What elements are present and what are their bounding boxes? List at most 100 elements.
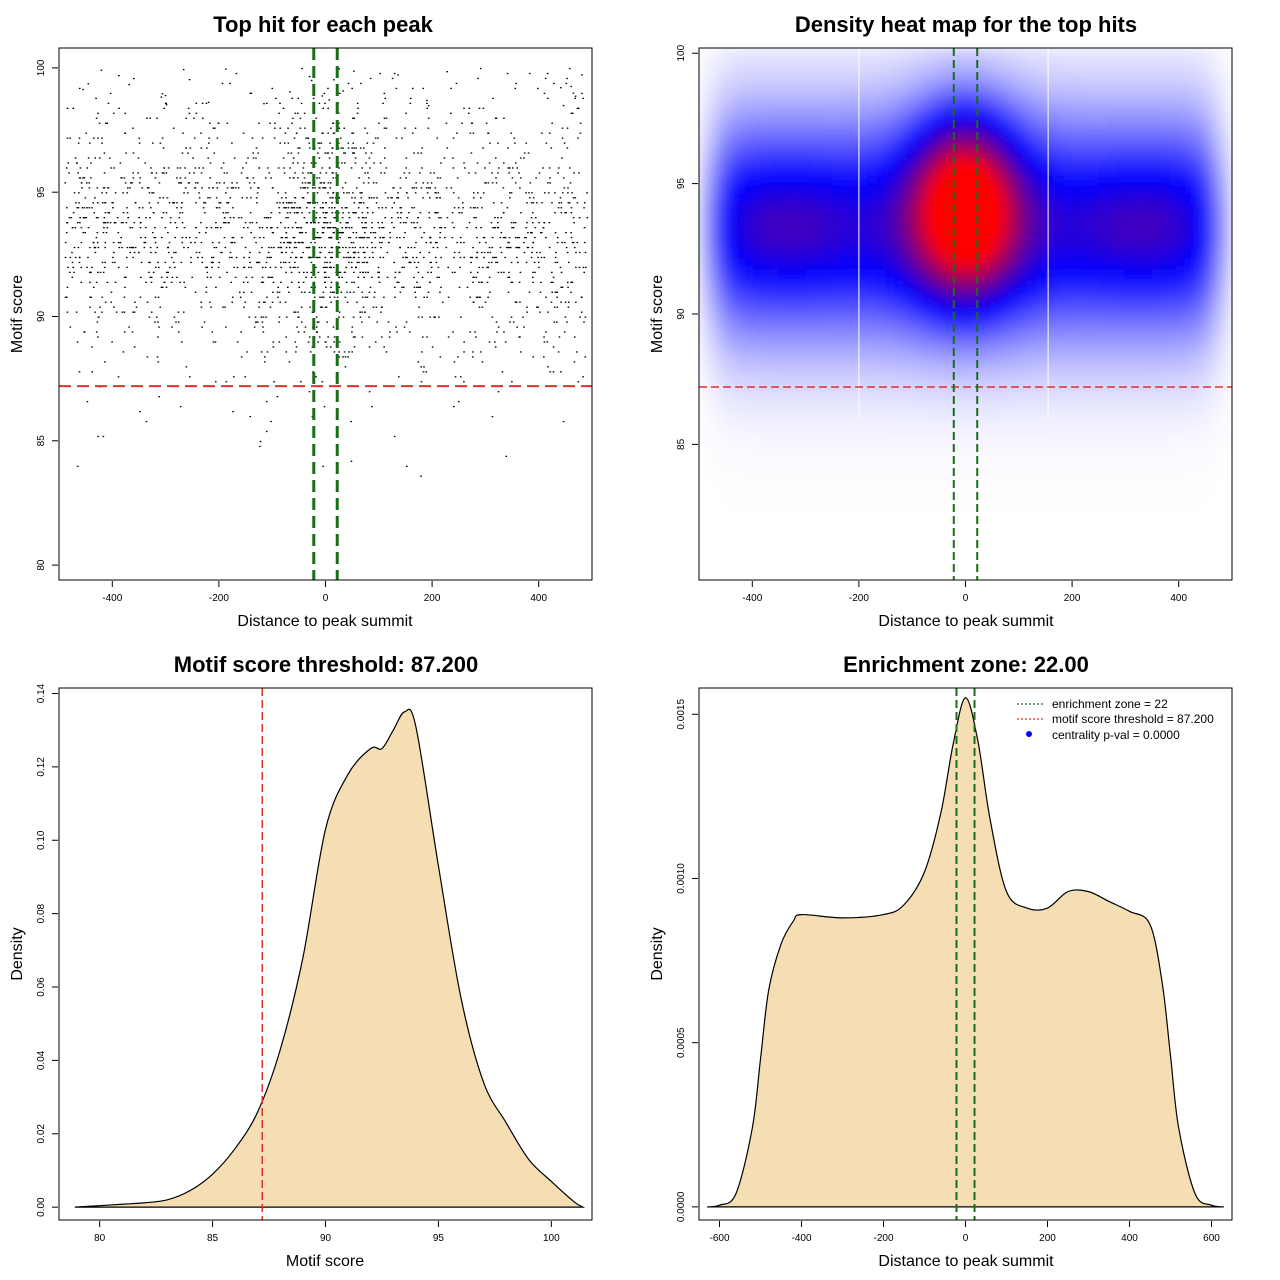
heatmap-cell: [1009, 546, 1020, 559]
scatter-point: [154, 251, 157, 254]
heatmap-cell: [1036, 413, 1046, 426]
heatmap-cell: [885, 424, 895, 437]
scatter-point: [283, 172, 286, 174]
scatter-point: [259, 236, 261, 239]
scatter-point: [310, 261, 313, 264]
heatmap-cell: [813, 302, 824, 315]
scatter-point: [532, 281, 534, 283]
scatter-point: [148, 192, 151, 194]
scatter-point: [572, 92, 575, 94]
heatmap-cell: [849, 191, 860, 204]
heatmap-cell: [1169, 380, 1180, 393]
heatmap-cell: [947, 114, 958, 127]
heatmap-cell: [725, 247, 736, 260]
scatter-point: [519, 271, 522, 274]
scatter-point: [235, 256, 238, 259]
heatmap-cell: [769, 568, 780, 580]
heatmap-cell: [1062, 247, 1073, 260]
scatter-point: [384, 217, 386, 219]
heatmap-cell: [893, 247, 904, 260]
scatter-point: [287, 202, 290, 204]
scatter-point: [151, 172, 153, 174]
scatter-point: [272, 281, 275, 283]
heatmap-cell: [982, 402, 993, 415]
heatmap-cell: [947, 48, 958, 60]
heatmap-cell: [867, 435, 878, 448]
heatmap-cell: [707, 102, 718, 115]
scatter-point: [108, 157, 111, 159]
heatmap-cell: [965, 247, 975, 260]
heatmap-cell: [734, 102, 744, 115]
scatter-point: [358, 261, 360, 264]
scatter-point: [577, 137, 579, 139]
heatmap-cell: [1160, 180, 1171, 193]
heatmap-cell: [1116, 479, 1126, 492]
heatmap-cell: [849, 58, 860, 71]
heatmap-cell: [965, 413, 975, 426]
scatter-point: [342, 316, 345, 318]
heatmap-cell: [876, 524, 887, 537]
scatter-point: [413, 226, 416, 229]
scatter-point: [354, 157, 357, 159]
scatter-point: [543, 356, 545, 358]
heatmap-cell: [893, 269, 904, 282]
heatmap-cell: [902, 513, 913, 526]
heatmap-cell: [1160, 335, 1171, 348]
scatter-point: [259, 440, 262, 443]
heatmap-cell: [982, 136, 993, 149]
scatter-point: [393, 226, 395, 229]
heatmap-cell: [1169, 524, 1180, 537]
scatter-point: [324, 246, 326, 249]
heatmap-cell: [1080, 524, 1091, 537]
heatmap-cell: [787, 391, 798, 404]
heatmap-cell: [965, 102, 975, 115]
heatmap-cell: [1027, 524, 1038, 537]
heatmap-cell: [1053, 424, 1064, 437]
scatter-point: [207, 197, 209, 199]
heatmap-cell: [725, 269, 736, 282]
heatmap-cell: [1151, 402, 1162, 415]
scatter-point: [337, 212, 340, 214]
scatter-point: [286, 241, 289, 244]
heatmap-cell: [725, 546, 736, 559]
heatmap-cell: [725, 258, 736, 271]
heatmap-cell: [760, 180, 771, 193]
scatter-point: [329, 226, 332, 229]
heatmap-cell: [965, 235, 975, 248]
heatmap-cell: [813, 158, 824, 171]
heatmap-cell: [867, 114, 878, 127]
scatter-point: [319, 251, 322, 254]
heatmap-cell: [849, 69, 860, 82]
heatmap-cell: [885, 48, 895, 60]
heatmap-cell: [1018, 501, 1029, 514]
heatmap-cell: [893, 291, 904, 304]
heatmap-cell: [1142, 202, 1153, 215]
heatmap-cell: [1000, 91, 1011, 104]
heatmap-cell: [1133, 313, 1144, 326]
heatmap-cell: [787, 114, 798, 127]
heatmap-cell: [1036, 446, 1046, 459]
heatmap-cell: [1036, 280, 1046, 293]
heatmap-cell: [991, 180, 1002, 193]
heatmap-cell: [1124, 568, 1135, 580]
heatmap-cell: [867, 202, 878, 215]
heatmap-cell: [1000, 535, 1011, 548]
heatmap-cell: [840, 235, 851, 248]
scatter-point: [164, 226, 167, 229]
heatmap-cell: [1053, 391, 1064, 404]
heatmap-cell: [707, 479, 718, 492]
scatter-point: [527, 246, 530, 249]
scatter-point: [552, 281, 554, 283]
scatter-point: [183, 192, 185, 194]
heatmap-cell: [769, 346, 780, 359]
heatmap-cell: [1036, 235, 1046, 248]
heatmap-cell: [796, 48, 807, 60]
scatter-point: [339, 271, 342, 274]
heatmap-cell: [769, 235, 780, 248]
scatter-point: [255, 222, 258, 224]
scatter-point: [365, 217, 367, 219]
heatmap-cell: [973, 58, 984, 71]
heatmap-cell: [1000, 524, 1011, 537]
heatmap-cell: [796, 258, 807, 271]
scatter-point: [568, 301, 570, 303]
